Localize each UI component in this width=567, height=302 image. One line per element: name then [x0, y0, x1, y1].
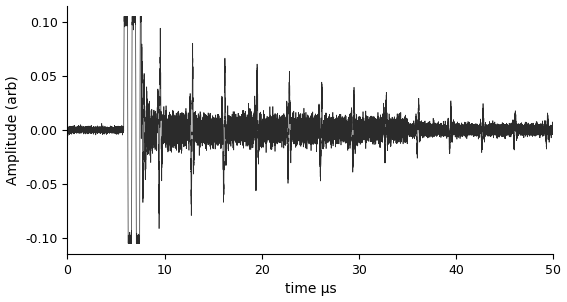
Y-axis label: Amplitude (arb): Amplitude (arb)	[6, 75, 19, 185]
X-axis label: time μs: time μs	[285, 282, 336, 297]
